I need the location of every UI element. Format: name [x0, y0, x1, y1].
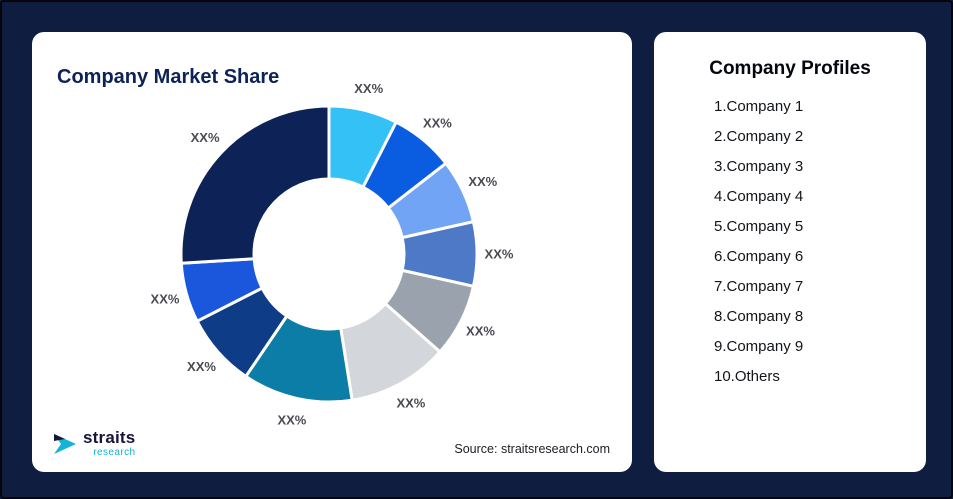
logo-secondary-text: research — [93, 447, 136, 458]
segment-label: XX% — [466, 324, 495, 339]
segment-label: XX% — [485, 247, 514, 262]
profile-item: 2.Company 2 — [714, 128, 804, 145]
profile-item: 4.Company 4 — [714, 188, 804, 205]
donut-segment — [383, 268, 475, 354]
segment-label: XX% — [354, 81, 383, 96]
profiles-title: Company Profiles — [709, 58, 871, 79]
company-profiles-card: Company Profiles 1.Company 1 2.Company 2 3… — [654, 32, 926, 472]
donut-segment — [400, 220, 479, 288]
profile-item: 6.Company 6 — [714, 248, 804, 265]
donut-segment — [244, 314, 354, 404]
logo-mark — [54, 433, 76, 454]
logo-text: straits research — [83, 429, 135, 458]
profile-item: 9.Company 9 — [714, 338, 804, 355]
segment-label: XX% — [396, 396, 425, 411]
donut-segment — [179, 257, 264, 323]
segment-label: XX% — [151, 291, 180, 306]
chart-title: Company Market Share — [57, 66, 280, 88]
profile-item: 10.Others — [714, 368, 780, 385]
company-profiles-list: 1.Company 1 2.Company 2 3.Company 3 4.Compa… — [654, 98, 926, 385]
donut-segment — [386, 161, 475, 240]
profile-item: 5.Company 5 — [714, 218, 804, 235]
source-text: Source: straitsresearch.com — [454, 442, 610, 456]
donut-segment — [327, 104, 398, 189]
donut-chart-svg: XX% XX% XX% XX% XX% XX% XX% XX% XX% XX% — [151, 81, 514, 427]
segment-label: XX% — [468, 174, 497, 189]
market-share-card: Company Market Share XX% XX% XX% XX% XX% XX% X… — [32, 32, 632, 472]
profile-item: 7.Company 7 — [714, 278, 804, 295]
profile-item: 3.Company 3 — [714, 158, 804, 175]
segment-label: XX% — [191, 130, 220, 145]
profile-item: 1.Company 1 — [714, 98, 804, 115]
donut-segment — [339, 302, 442, 402]
segment-label: XX% — [277, 412, 306, 427]
profile-item: 8.Company 8 — [714, 308, 804, 325]
straits-research-logo: straits research — [52, 429, 135, 458]
donut-segment — [179, 104, 331, 265]
segment-label: XX% — [423, 116, 452, 131]
donut-segment — [195, 286, 289, 378]
segment-label: XX% — [187, 359, 216, 374]
donut-chart: XX% XX% XX% XX% XX% XX% XX% XX% XX% XX% — [32, 76, 632, 456]
logo-primary-text: straits — [83, 428, 136, 447]
donut-segment — [361, 120, 448, 210]
